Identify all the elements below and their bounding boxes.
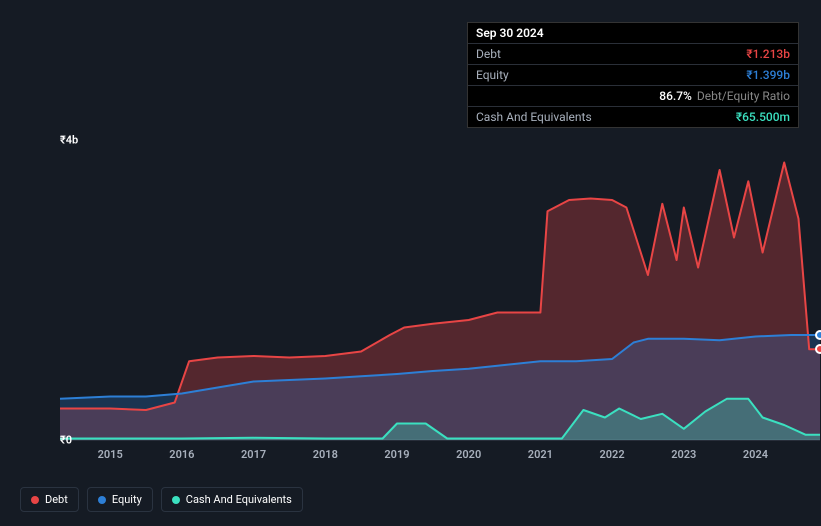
tooltip-value: 86.7% Debt/Equity Ratio — [659, 89, 790, 103]
tooltip-row: Equity ₹1.399b — [468, 65, 798, 86]
legend-label: Equity — [112, 493, 142, 506]
chart-tooltip: Sep 30 2024 Debt ₹1.213b Equity ₹1.399b 86.7… — [467, 22, 799, 128]
tooltip-value: ₹65.500m — [736, 110, 790, 124]
x-axis-label: 2023 — [671, 448, 696, 461]
equity-color-dot — [98, 496, 106, 504]
y-axis-label: ₹0 — [60, 434, 74, 447]
x-axis-label: 2024 — [743, 448, 768, 461]
tooltip-label: Equity — [476, 68, 509, 82]
equity-marker — [815, 330, 821, 340]
tooltip-label: Cash And Equivalents — [476, 110, 592, 124]
tooltip-value: ₹1.399b — [746, 68, 790, 82]
tooltip-row: Debt ₹1.213b — [468, 44, 798, 65]
debt-marker — [815, 344, 821, 354]
x-axis-label: 2016 — [169, 448, 194, 461]
legend-item-cash[interactable]: Cash And Equivalents — [161, 487, 303, 512]
x-axis-label: 2017 — [241, 448, 266, 461]
tooltip-value: ₹1.213b — [746, 47, 790, 61]
tooltip-date: Sep 30 2024 — [476, 26, 544, 40]
debt-color-dot — [31, 496, 39, 504]
x-axis-label: 2022 — [599, 448, 624, 461]
x-axis-label: 2020 — [456, 448, 481, 461]
legend-label: Cash And Equivalents — [186, 493, 292, 506]
legend-item-debt[interactable]: Debt — [20, 487, 79, 512]
x-axis-label: 2018 — [313, 448, 338, 461]
x-axis-label: 2015 — [98, 448, 123, 461]
x-axis-label: 2019 — [384, 448, 409, 461]
x-axis-label: 2021 — [528, 448, 553, 461]
tooltip-row: 86.7% Debt/Equity Ratio — [468, 86, 798, 107]
cash-color-dot — [172, 496, 180, 504]
legend-item-equity[interactable]: Equity — [87, 487, 153, 512]
tooltip-row: Cash And Equivalents ₹65.500m — [468, 107, 798, 127]
tooltip-date-row: Sep 30 2024 — [468, 23, 798, 44]
chart-legend: Debt Equity Cash And Equivalents — [20, 487, 303, 512]
y-axis-label: ₹4b — [60, 134, 74, 147]
legend-label: Debt — [45, 493, 68, 506]
tooltip-label: Debt — [476, 47, 501, 61]
